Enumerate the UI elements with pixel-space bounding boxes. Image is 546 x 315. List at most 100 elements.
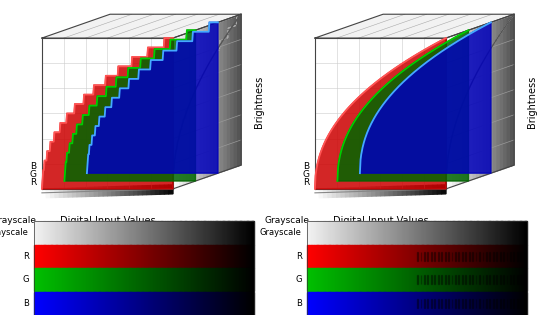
Bar [495,245,496,268]
Bar [426,268,428,291]
Bar [355,221,357,244]
Bar [135,268,138,291]
Bar [206,268,208,291]
Polygon shape [238,14,241,166]
Bar [34,292,36,315]
Polygon shape [183,33,187,185]
Bar [311,268,312,291]
Bar [390,245,391,268]
Polygon shape [359,187,363,197]
Bar [417,299,418,308]
Polygon shape [315,14,514,38]
Polygon shape [442,185,446,194]
Polygon shape [187,32,190,184]
Bar [510,268,512,291]
Bar [199,221,201,244]
Bar [244,221,246,244]
Text: Brightness: Brightness [527,75,537,128]
Bar [328,245,330,268]
Bar [424,252,425,261]
Bar [403,292,405,315]
Bar [441,275,442,284]
Bar [400,292,402,315]
Bar [75,245,78,268]
Bar [424,268,426,291]
Polygon shape [437,185,442,194]
Polygon shape [507,15,511,168]
Bar [108,268,110,291]
Bar [372,245,375,268]
Bar [374,268,376,291]
Bar [96,245,98,268]
Bar [199,292,201,315]
Bar [208,245,210,268]
Bar [220,292,222,315]
Bar [118,268,120,291]
Bar [341,245,343,268]
Bar [448,268,450,291]
Bar [441,299,442,308]
Bar [472,275,473,284]
Bar [341,268,343,291]
Bar [167,268,169,291]
Bar [462,221,464,244]
Bar [436,268,438,291]
Bar [459,245,460,268]
Bar [352,292,354,315]
Bar [74,268,75,291]
Bar [520,268,523,291]
Bar [252,292,254,315]
Bar [67,245,69,268]
Bar [441,252,442,261]
Bar [143,221,144,244]
Bar [312,245,314,268]
Bar [143,268,144,291]
Bar [105,268,106,291]
Bar [189,221,191,244]
Bar [486,268,488,291]
Bar [244,268,246,291]
Bar [503,299,504,308]
Bar [187,268,189,291]
Bar [428,245,430,268]
Bar [39,245,41,268]
Bar [48,221,50,244]
Bar [151,268,153,291]
Bar [408,292,411,315]
Bar [210,268,211,291]
Bar [110,292,112,315]
Bar [324,221,327,244]
Bar [455,245,457,268]
Polygon shape [68,188,73,197]
Bar [364,292,366,315]
Bar [369,292,371,315]
Bar [94,221,96,244]
Bar [348,221,351,244]
Bar [251,292,253,315]
Bar [218,268,220,291]
Bar [323,268,324,291]
Bar [48,292,50,315]
Bar [452,245,454,268]
Bar [441,268,443,291]
Bar [472,292,474,315]
Bar [249,268,251,291]
Bar [501,292,503,315]
Bar [204,221,206,244]
Bar [163,221,165,244]
Bar [249,292,251,315]
Bar [50,221,51,244]
Polygon shape [333,188,337,197]
Bar [455,275,456,284]
Text: B: B [31,162,37,171]
Bar [210,245,211,268]
Bar [519,268,520,291]
Bar [201,245,203,268]
Bar [149,268,151,291]
Bar [431,252,432,261]
Bar [92,292,94,315]
Bar [481,292,483,315]
Bar [483,245,484,268]
Bar [500,275,501,284]
Polygon shape [429,185,433,194]
